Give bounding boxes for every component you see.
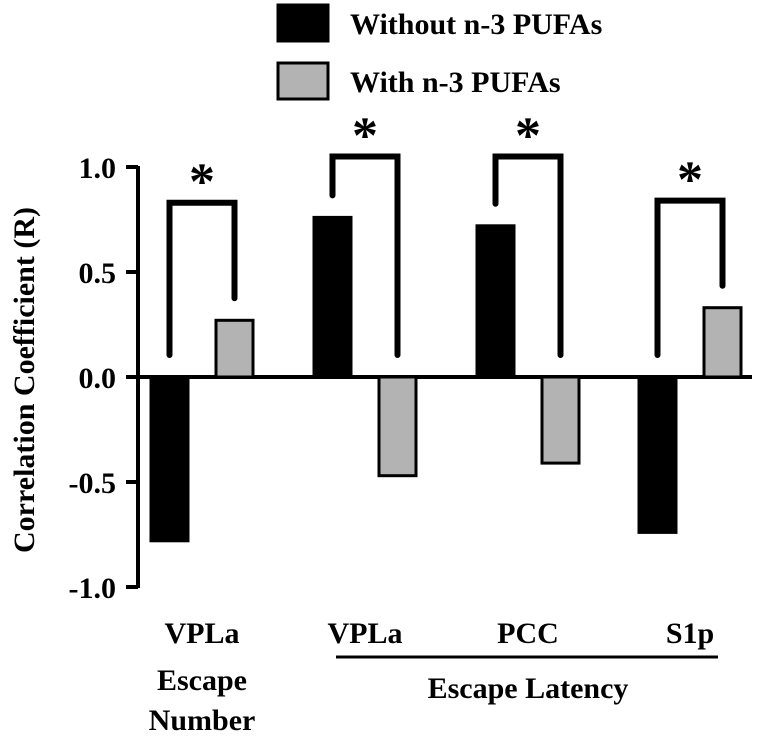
legend-swatch-with [276, 61, 330, 101]
significance-bracket [329, 153, 401, 358]
x-tick-label: VPLa [328, 617, 403, 650]
bar-without-n3 [312, 215, 353, 379]
significance-bracket [654, 197, 726, 358]
x-tick-label: S1p [666, 617, 714, 650]
significance-bracket [492, 153, 564, 358]
bar-with-n3 [214, 318, 255, 379]
y-tick-label: -1.0 [69, 572, 117, 605]
significance-bracket [166, 199, 238, 358]
significance-star: * [352, 108, 378, 165]
significance-star: * [515, 108, 541, 165]
significance-star: * [189, 154, 215, 211]
group-label-escape: Escape [157, 664, 247, 697]
bar-without-n3 [149, 375, 190, 543]
bar-with-n3 [377, 375, 418, 478]
bars [149, 215, 743, 543]
group-label-number: Number [149, 704, 256, 737]
y-tick-label: 1.0 [79, 152, 117, 185]
y-axis-label: Correlation Coefficient (R) [8, 207, 41, 553]
bar-with-n3 [702, 306, 743, 379]
legend-label-with: With n-3 PUFAs [350, 66, 561, 99]
y-tick-label: -0.5 [69, 467, 117, 500]
x-tick-label: VPLa [165, 617, 240, 650]
bar-without-n3 [475, 224, 516, 379]
significance-star: * [677, 152, 703, 209]
group-label-escape-latency: Escape Latency [428, 672, 629, 705]
y-tick-label: 0.5 [79, 257, 117, 290]
x-tick-label: PCC [497, 617, 559, 650]
significance-brackets: * * * * [166, 108, 726, 358]
legend: Without n-3 PUFAs With n-3 PUFAs [276, 3, 602, 101]
legend-label-without: Without n-3 PUFAs [350, 8, 602, 41]
legend-swatch-without [276, 3, 330, 43]
x-axis-labels: VPLa VPLa PCC S1p Escape Number Escape L… [149, 617, 718, 737]
y-tick-label: 0.0 [79, 362, 117, 395]
bar-without-n3 [637, 375, 678, 534]
bar-with-n3 [540, 375, 581, 465]
